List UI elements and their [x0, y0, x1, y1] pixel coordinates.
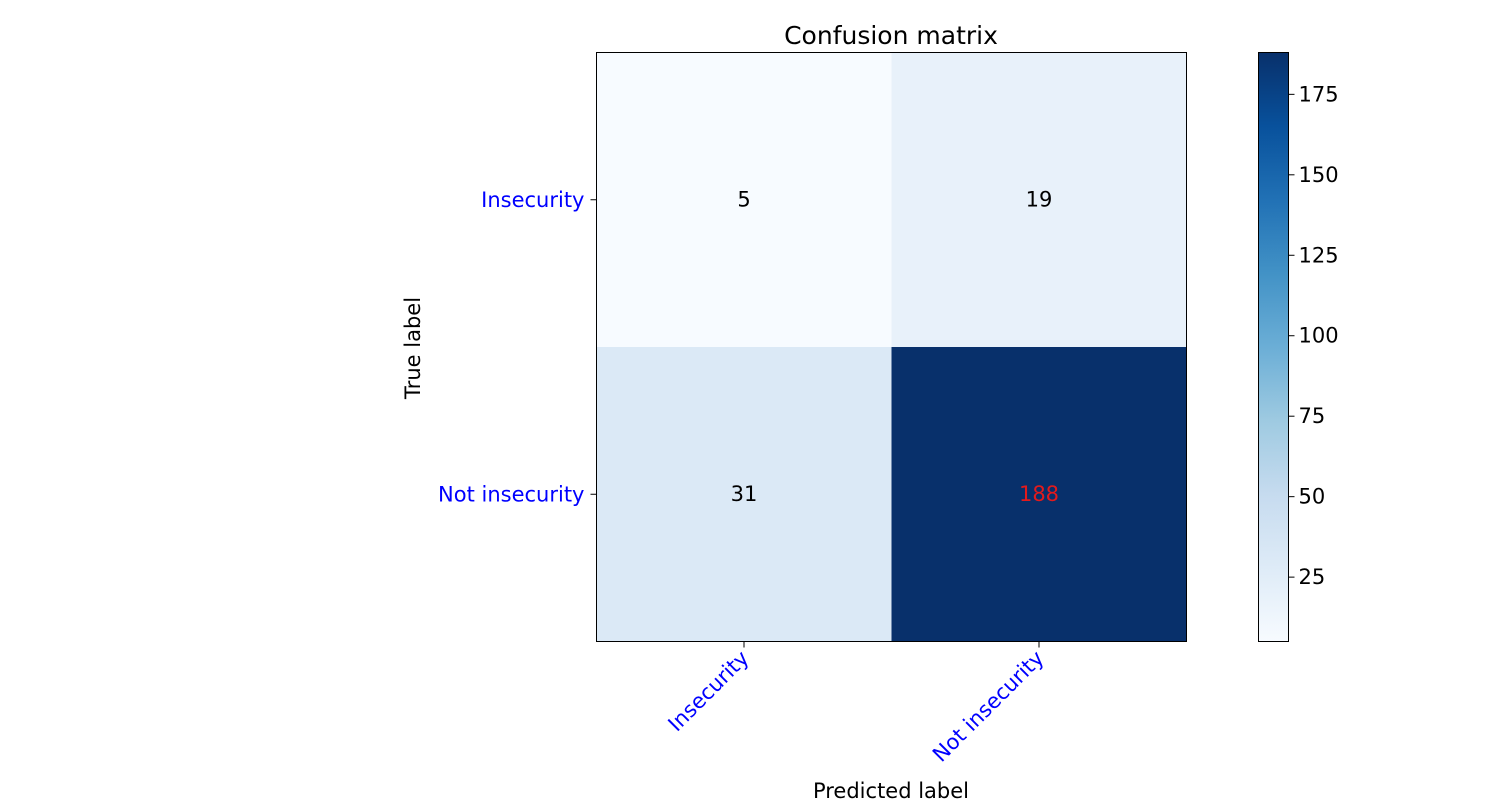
colorbar-tick-label: 25 — [1299, 565, 1326, 589]
matrix-cells — [596, 52, 1187, 642]
colorbar-tick-label: 50 — [1299, 485, 1326, 509]
matrix-cell — [891, 52, 1187, 348]
cell-value-label: 5 — [737, 187, 750, 211]
x-axis-ticks: Insecurity Not insecurity — [663, 641, 1049, 767]
colorbar-tick-label: 175 — [1299, 82, 1339, 106]
x-tick-label: Not insecurity — [928, 646, 1049, 767]
cell-value-label: 19 — [1026, 187, 1053, 211]
colorbar-tick-label: 100 — [1299, 324, 1339, 348]
y-axis-ticks: Insecurity Not insecurity — [438, 188, 597, 506]
matrix-cell — [596, 347, 892, 642]
matrix-cell — [891, 347, 1187, 642]
x-axis-label: Predicted label — [813, 779, 969, 800]
cell-value-label: 31 — [731, 482, 758, 506]
cell-value-label: 188 — [1019, 482, 1059, 506]
chart-title: Confusion matrix — [784, 21, 998, 50]
cell-value-labels: 5 19 31 188 — [731, 187, 1059, 506]
colorbar-tick-label: 125 — [1299, 243, 1339, 267]
colorbar-ticks: 25 50 75 100 125 150 175 — [1288, 82, 1339, 589]
y-axis-label: True label — [401, 297, 425, 400]
x-tick-label: Insecurity — [663, 646, 753, 736]
colorbar — [1258, 52, 1289, 642]
y-tick-label: Insecurity — [481, 188, 584, 212]
matrix-frame — [596, 52, 1187, 642]
colorbar-tick-label: 75 — [1299, 404, 1326, 428]
y-tick-label: Not insecurity — [438, 482, 584, 506]
matrix-cell — [596, 52, 892, 348]
colorbar-tick-label: 150 — [1299, 163, 1339, 187]
